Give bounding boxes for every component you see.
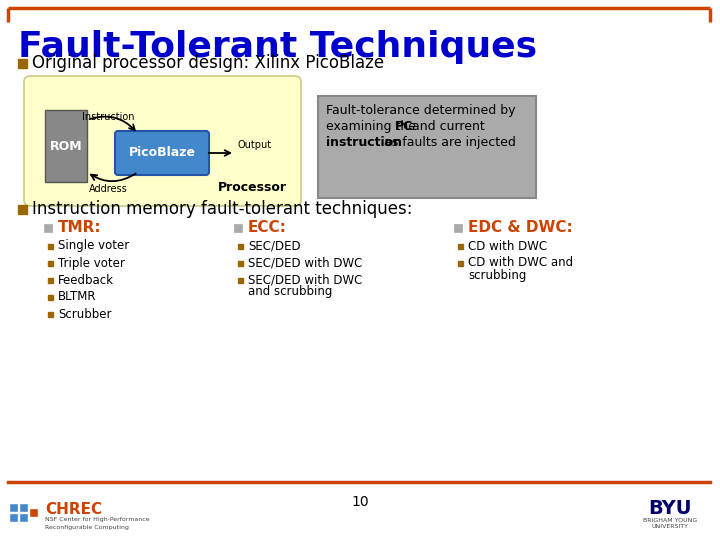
Text: TMR:: TMR:: [58, 220, 102, 235]
Text: SEC/DED: SEC/DED: [248, 240, 301, 253]
Text: as faults are injected: as faults are injected: [380, 136, 516, 149]
Bar: [454, 224, 462, 232]
FancyBboxPatch shape: [24, 76, 301, 206]
Text: Address: Address: [89, 184, 127, 194]
Bar: [20, 504, 28, 512]
Text: EDC & DWC:: EDC & DWC:: [468, 220, 572, 235]
Bar: [458, 244, 463, 249]
Text: Scrubber: Scrubber: [58, 307, 112, 321]
Text: UNIVERSITY: UNIVERSITY: [652, 524, 688, 530]
Bar: [30, 509, 38, 517]
Bar: [238, 278, 243, 283]
Bar: [234, 224, 242, 232]
Text: CHREC: CHREC: [45, 503, 102, 517]
Text: PicoBlaze: PicoBlaze: [128, 146, 196, 159]
Bar: [238, 244, 243, 249]
Text: Output: Output: [238, 140, 272, 150]
Bar: [48, 295, 53, 300]
Text: Fault-Tolerant Techniques: Fault-Tolerant Techniques: [18, 30, 537, 64]
Text: Fault-tolerance determined by: Fault-tolerance determined by: [326, 104, 516, 117]
Text: Feedback: Feedback: [58, 273, 114, 287]
Text: Instruction memory fault-tolerant techniques:: Instruction memory fault-tolerant techni…: [32, 200, 413, 218]
Text: and scrubbing: and scrubbing: [248, 286, 333, 299]
Text: ROM: ROM: [50, 139, 82, 152]
Text: Triple voter: Triple voter: [58, 256, 125, 269]
Bar: [10, 504, 18, 512]
Text: Instruction: Instruction: [82, 112, 134, 122]
Bar: [238, 261, 243, 266]
Text: BRIGHAM YOUNG: BRIGHAM YOUNG: [643, 517, 697, 523]
Bar: [458, 261, 463, 266]
Text: CD with DWC and: CD with DWC and: [468, 256, 573, 269]
Text: CD with DWC: CD with DWC: [468, 240, 547, 253]
Bar: [10, 514, 18, 522]
Bar: [48, 244, 53, 249]
Text: PC: PC: [395, 120, 413, 133]
Text: NSF Center for High-Performance: NSF Center for High-Performance: [45, 517, 150, 523]
Text: Single voter: Single voter: [58, 240, 130, 253]
Bar: [18, 59, 27, 68]
Text: BYU: BYU: [648, 498, 692, 517]
Text: SEC/DED with DWC: SEC/DED with DWC: [248, 256, 362, 269]
Bar: [318, 96, 536, 198]
Text: 10: 10: [351, 495, 369, 509]
Bar: [20, 514, 28, 522]
Text: examining the: examining the: [326, 120, 420, 133]
Text: Original processor design: Xilinx PicoBlaze: Original processor design: Xilinx PicoBl…: [32, 54, 384, 72]
Text: scrubbing: scrubbing: [468, 268, 526, 281]
Bar: [48, 278, 53, 283]
Bar: [48, 312, 53, 317]
Bar: [44, 224, 52, 232]
Text: Reconfigurable Computing: Reconfigurable Computing: [45, 524, 129, 530]
Text: SEC/DED with DWC: SEC/DED with DWC: [248, 273, 362, 287]
Text: ECC:: ECC:: [248, 220, 287, 235]
Text: and current: and current: [408, 120, 485, 133]
Bar: [48, 261, 53, 266]
Text: Processor: Processor: [218, 181, 287, 194]
Bar: [18, 205, 27, 214]
FancyBboxPatch shape: [115, 131, 209, 175]
Text: BLTMR: BLTMR: [58, 291, 96, 303]
Bar: [45, 110, 87, 182]
Text: instruction: instruction: [326, 136, 402, 149]
